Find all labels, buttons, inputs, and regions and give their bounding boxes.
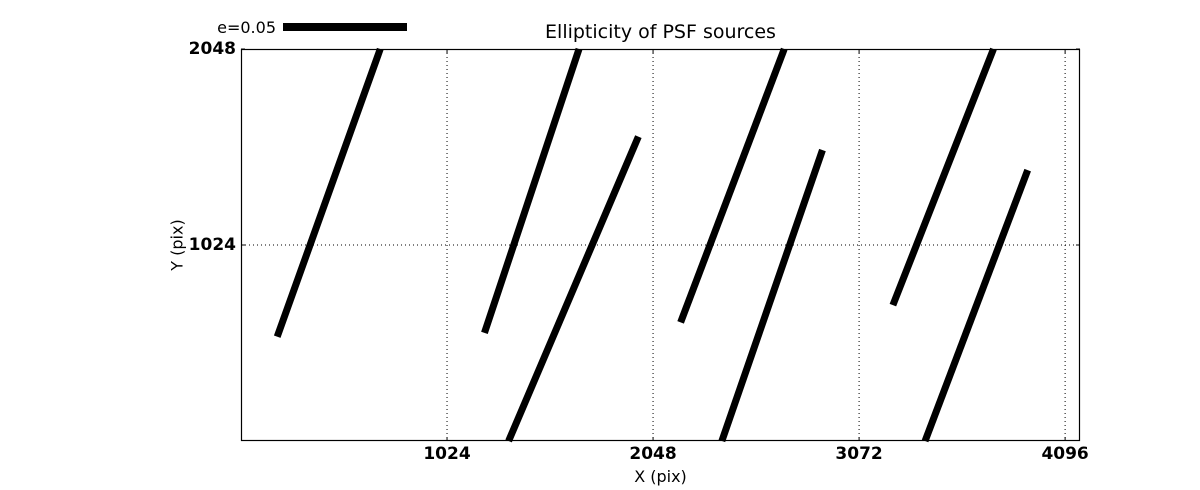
y-tick-label-1024: 1024 [188, 235, 236, 255]
whisker-segment [718, 148, 826, 443]
chart-title: Ellipticity of PSF sources [545, 21, 776, 43]
whisker-segment [273, 47, 384, 338]
x-tick-label-4096: 4096 [1041, 444, 1089, 464]
x-axis-label: X (pix) [634, 467, 687, 486]
y-axis-label: Y (pix) [167, 219, 187, 271]
x-tick-label-1024: 1024 [423, 444, 471, 464]
x-tick-label-2048: 2048 [629, 444, 677, 464]
whisker-segment [481, 47, 583, 334]
legend-label: e=0.05 [217, 18, 276, 37]
whisker-segment [677, 47, 788, 324]
y-tick-label-2048: 2048 [188, 39, 236, 59]
whisker-segment [921, 168, 1031, 443]
x-tick-label-3072: 3072 [835, 444, 883, 464]
legend-swatch [283, 23, 407, 31]
whisker-segment [889, 47, 997, 307]
whisker-segment [505, 135, 642, 443]
